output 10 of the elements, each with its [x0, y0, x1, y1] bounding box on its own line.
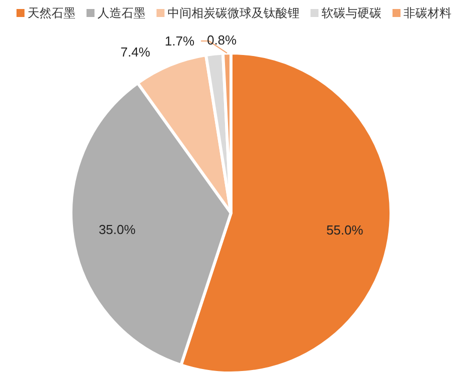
legend-label: 软碳与硬碳 [322, 6, 382, 20]
legend-label: 中间相炭碳微球及钛酸锂 [168, 6, 300, 20]
legend-label: 天然石墨 [28, 6, 76, 20]
data-label: 55.0% [326, 222, 364, 238]
data-label: 7.4% [120, 44, 151, 60]
data-label: 1.7% [164, 33, 195, 48]
data-label: 0.8% [206, 32, 238, 48]
legend-label: 非碳材料 [404, 6, 452, 20]
data-label: 35.0% [98, 222, 136, 237]
legend-label: 人造石墨 [98, 6, 146, 20]
